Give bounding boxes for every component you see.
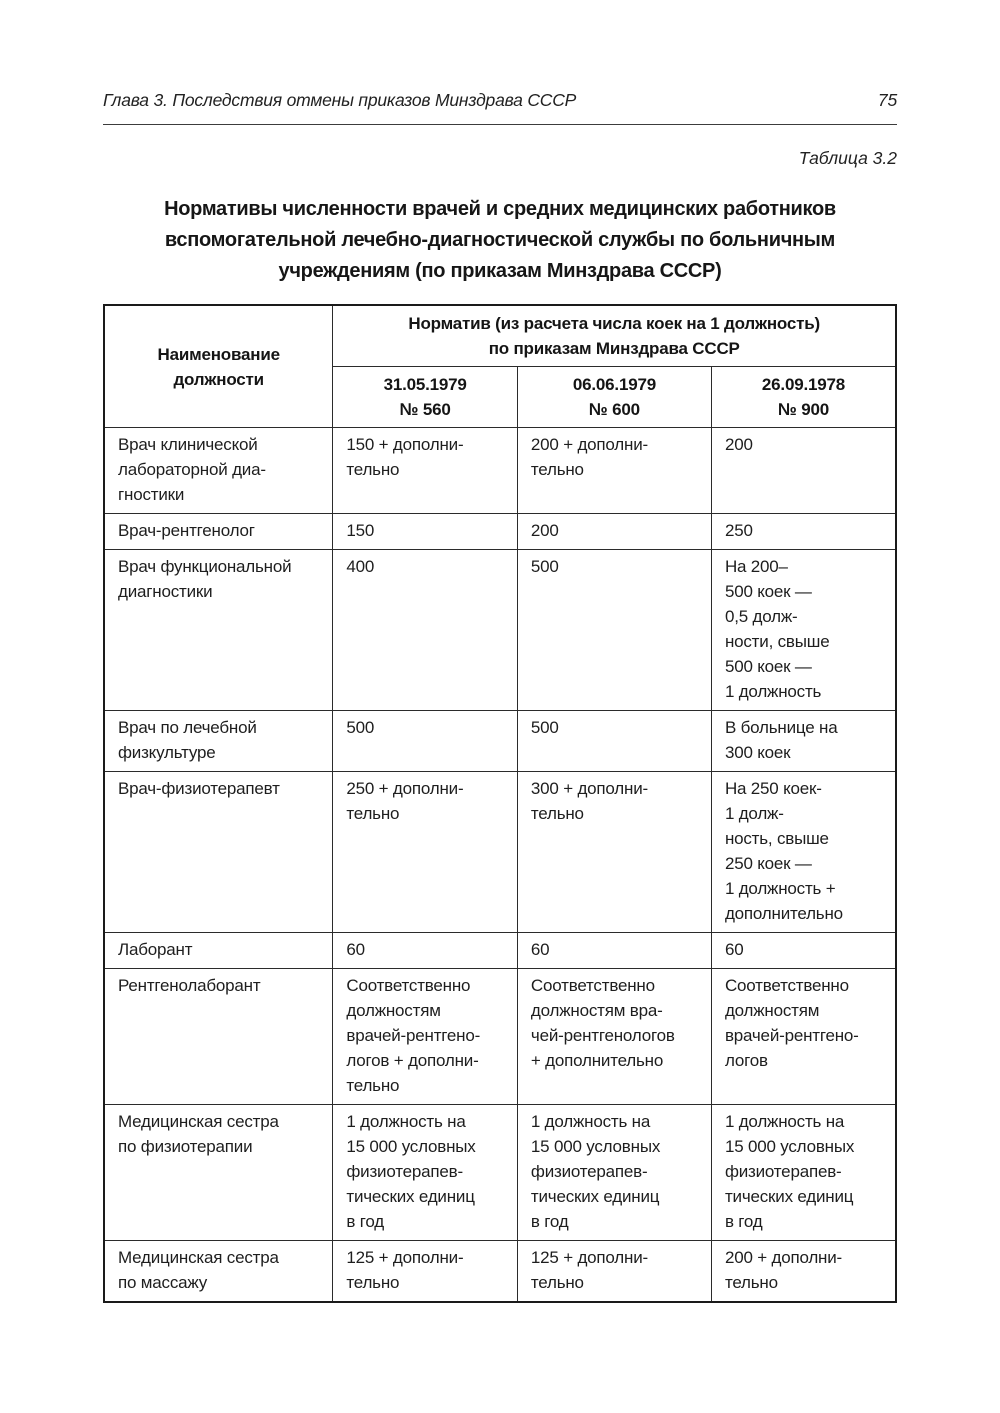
table-head: Наименование должности Норматив (из расч… <box>103 304 897 428</box>
position-name-cell: Врач клинической лабораторной диа- гност… <box>103 427 334 514</box>
norm-cell: В больнице на 300 коек <box>710 710 897 772</box>
norm-cell: 200 <box>710 427 897 514</box>
table-row: Лаборант 60 60 60 <box>103 932 897 969</box>
table-caption: Таблица 3.2 <box>798 148 897 168</box>
norm-cell: 200 <box>516 513 712 550</box>
position-name-cell: Врач-физиотерапевт <box>103 771 334 933</box>
table-row: Медицинская сестра по массажу 125 + допо… <box>103 1240 897 1303</box>
column-header-order-560: 31.05.1979 № 560 <box>332 366 518 428</box>
position-name-cell: Врач-рентгенолог <box>103 513 334 550</box>
table-row: Врач по лечебной физкультуре 500 500 В б… <box>103 710 897 772</box>
table-title: Нормативы численности врачей и средних м… <box>164 198 836 282</box>
norm-cell: 500 <box>516 710 712 772</box>
chapter-header-text: Глава 3. Последствия отмены приказов Мин… <box>103 90 577 110</box>
norm-cell: 500 <box>516 549 712 711</box>
norm-cell: 60 <box>516 932 712 969</box>
header-row-main: Наименование должности Норматив (из расч… <box>103 304 897 428</box>
position-name-cell: Лаборант <box>103 932 334 969</box>
table-body: Врач клинической лабораторной диа- гност… <box>103 427 897 1303</box>
norm-cell: 400 <box>332 549 518 711</box>
norm-cell: 250 + дополни- тельно <box>332 771 518 933</box>
column-header-order-900: 26.09.1978 № 900 <box>710 366 897 428</box>
norm-cell: 200 + дополни- тельно <box>516 427 712 514</box>
norm-cell: 1 должность на 15 000 условных физиотера… <box>332 1104 518 1241</box>
position-name-cell: Врач функциональной диагностики <box>103 549 334 711</box>
norm-cell: 150 <box>332 513 518 550</box>
page-number: 75 <box>877 90 897 110</box>
norms-table: Наименование должности Норматив (из расч… <box>103 304 897 1303</box>
norm-cell: 60 <box>332 932 518 969</box>
norm-cell: 300 + дополни- тельно <box>516 771 712 933</box>
norm-cell: На 200– 500 коек — 0,5 долж- ности, свыш… <box>710 549 897 711</box>
position-name-cell: Медицинская сестра по физиотерапии <box>103 1104 334 1241</box>
running-header: Глава 3. Последствия отмены приказов Мин… <box>103 90 897 111</box>
table-row: Врач клинической лабораторной диа- гност… <box>103 427 897 514</box>
norm-cell: 200 + дополни- тельно <box>710 1240 897 1303</box>
norm-cell: 250 <box>710 513 897 550</box>
norm-cell: 1 должность на 15 000 условных физиотера… <box>516 1104 712 1241</box>
position-name-cell: Медицинская сестра по массажу <box>103 1240 334 1303</box>
norm-cell: 60 <box>710 932 897 969</box>
norm-cell: 125 + дополни- тельно <box>332 1240 518 1303</box>
position-name-cell: Врач по лечебной физкультуре <box>103 710 334 772</box>
norm-cell: 1 должность на 15 000 условных физиотера… <box>710 1104 897 1241</box>
column-header-order-600: 06.06.1979 № 600 <box>516 366 712 428</box>
column-header-position-name: Наименование должности <box>103 304 334 428</box>
norm-cell: Соответственно должностям врачей-рентген… <box>710 968 897 1105</box>
norm-cell: На 250 коек- 1 долж- ность, свыше 250 ко… <box>710 771 897 933</box>
norm-cell: 150 + дополни- тельно <box>332 427 518 514</box>
norm-cell: Соответственно должностям вра- чей-рентг… <box>516 968 712 1105</box>
table-row: Рентгенолаборант Соответственно должност… <box>103 968 897 1105</box>
header-row-orders: 31.05.1979 № 560 06.06.1979 № 600 26.09.… <box>104 366 897 428</box>
table-row: Врач-рентгенолог 150 200 250 <box>103 513 897 550</box>
norm-cell: Соответственно должностям врачей-рентген… <box>332 968 518 1105</box>
header-rule <box>103 124 897 125</box>
table-row: Медицинская сестра по физиотерапии 1 дол… <box>103 1104 897 1241</box>
column-header-norm-span: Норматив (из расчета числа коек на 1 дол… <box>332 304 897 367</box>
norm-cell: 500 <box>332 710 518 772</box>
norm-cell: 125 + дополни- тельно <box>516 1240 712 1303</box>
table-row: Врач-физиотерапевт 250 + дополни- тельно… <box>103 771 897 933</box>
position-name-cell: Рентгенолаборант <box>103 968 334 1105</box>
table-row: Врач функциональной диагностики 400 500 … <box>103 549 897 711</box>
